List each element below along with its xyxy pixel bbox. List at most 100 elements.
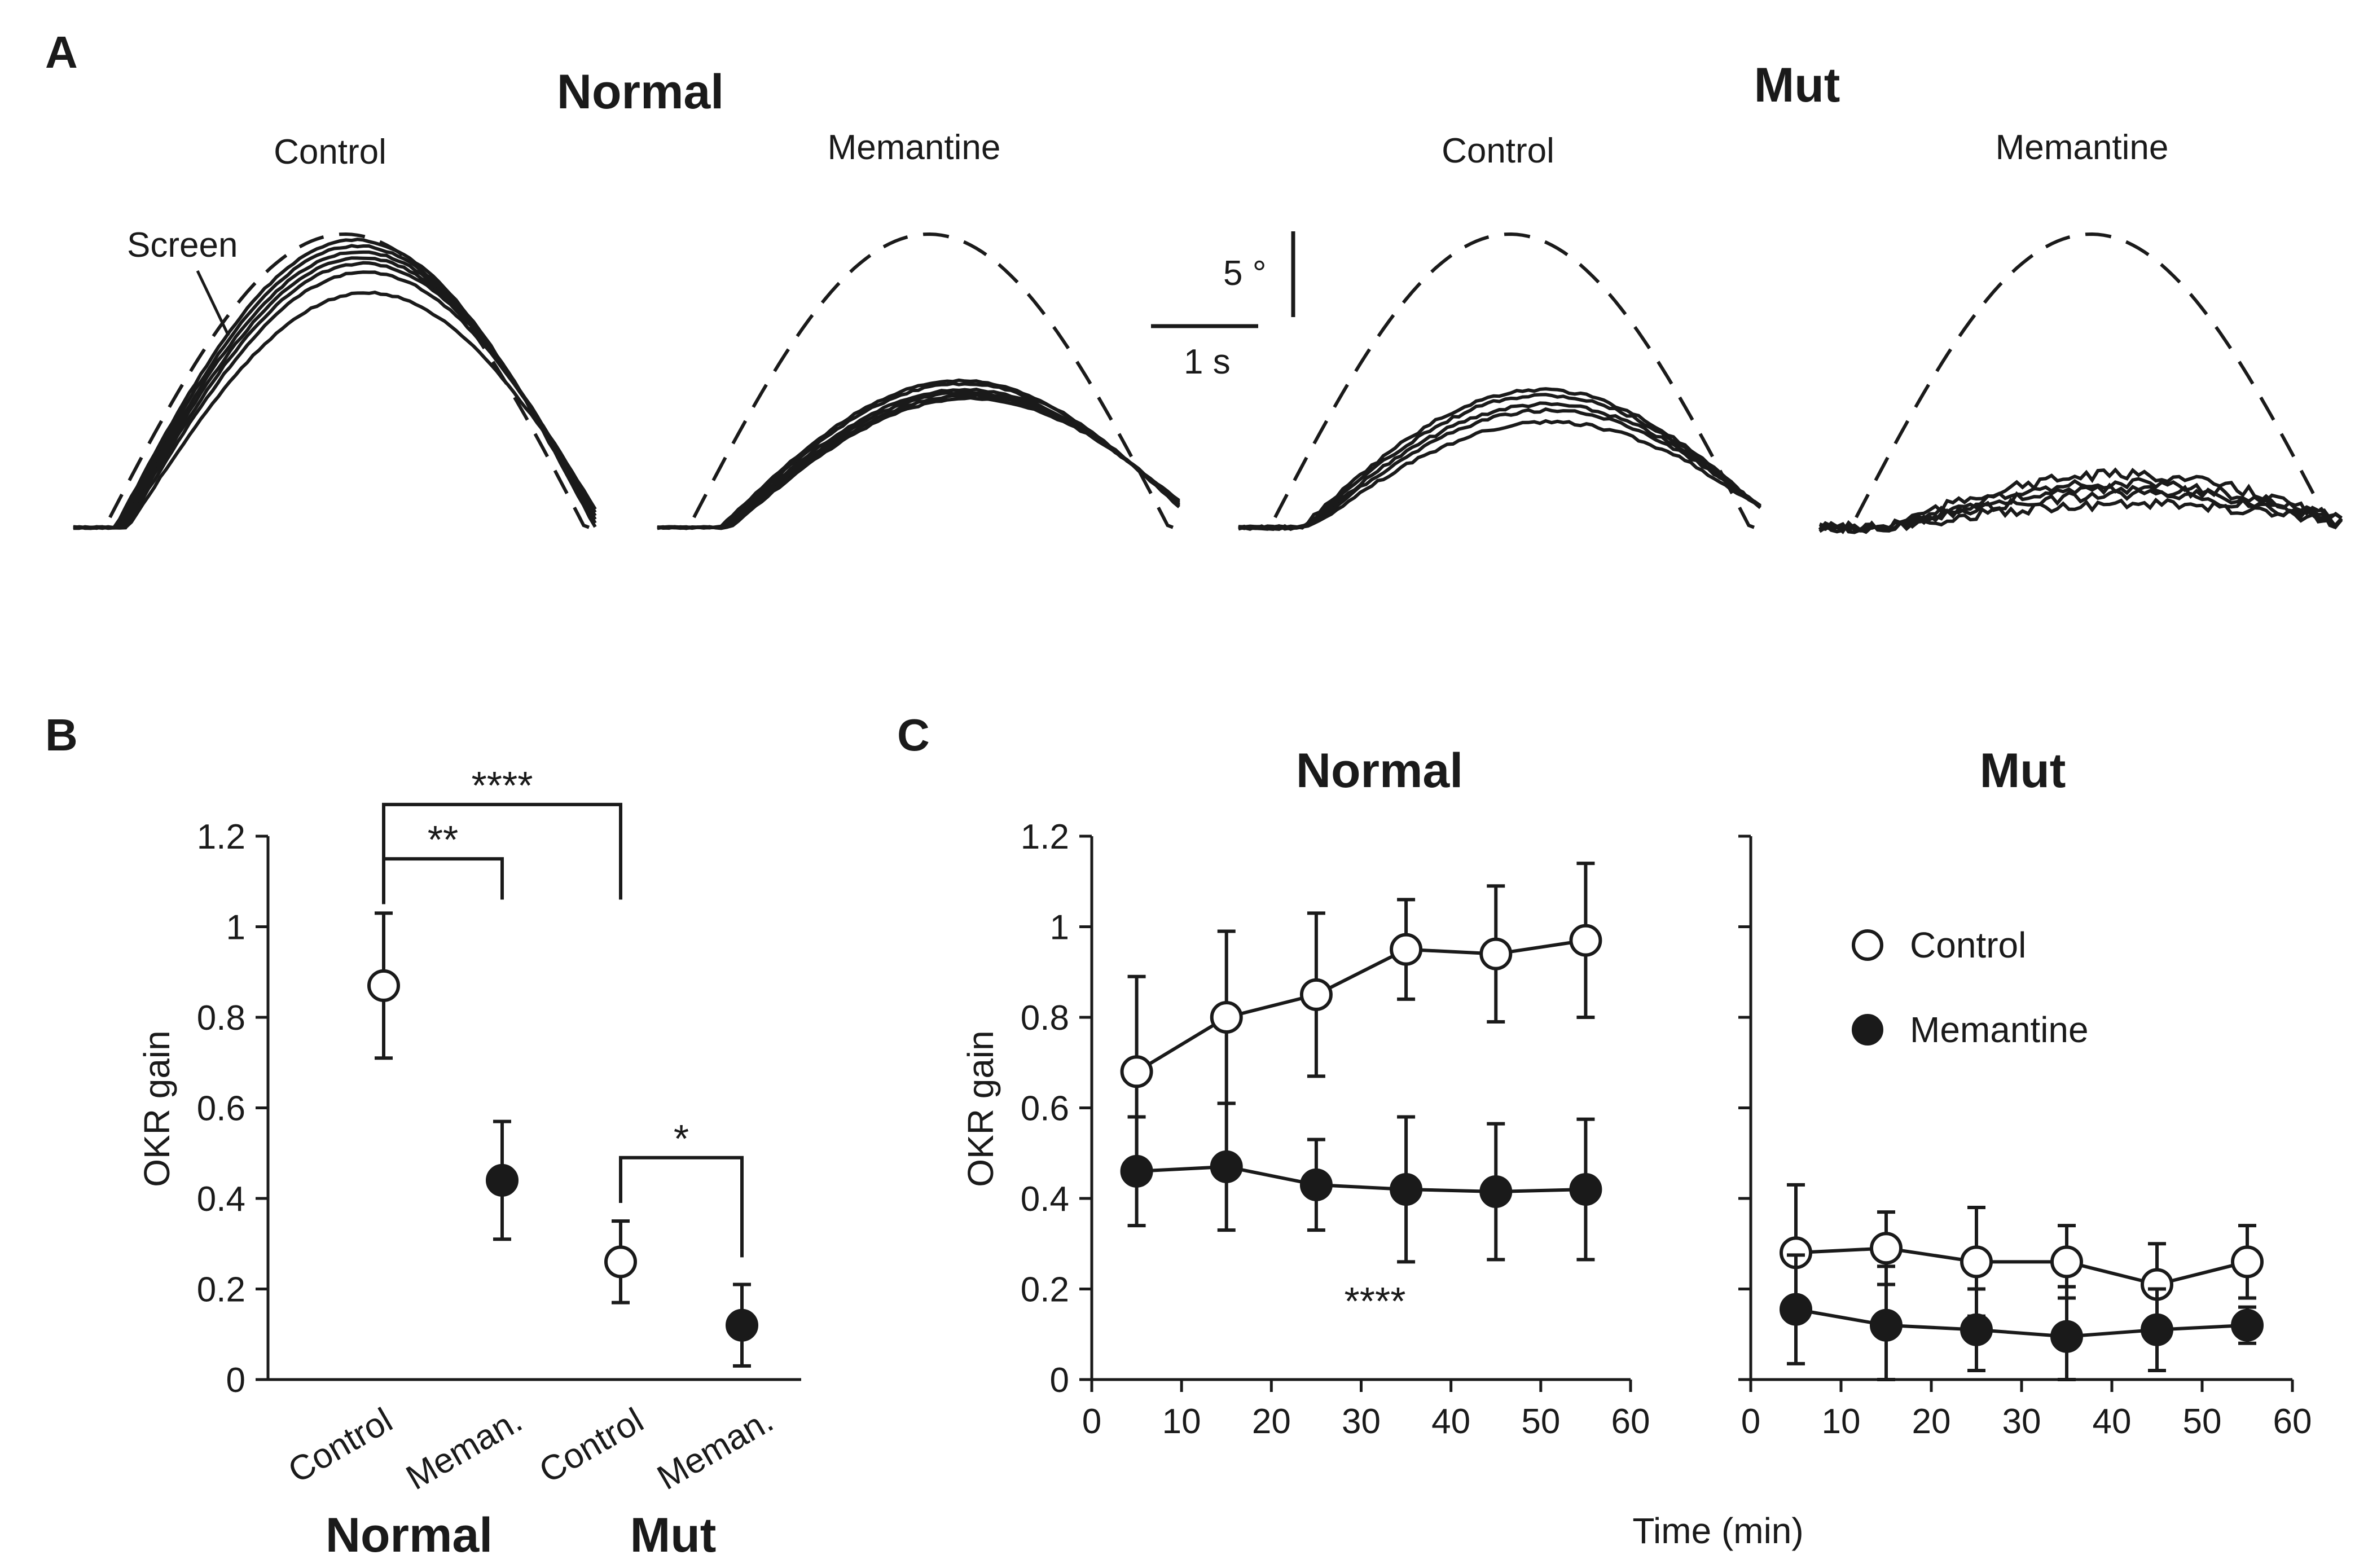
chart-c-normal-point-marker bbox=[1390, 1172, 1423, 1206]
chart-c-mut-xtick-label: 60 bbox=[2273, 1402, 2312, 1441]
eye-trace bbox=[1818, 497, 2343, 533]
chart-b-significance-bracket bbox=[382, 857, 504, 904]
chart-b-point-marker bbox=[367, 969, 400, 1002]
chart-c-normal: Normal 0 0.2 0.4 0.6 0.8 1 1.2 0 10 20 30 40 50 60 OK… bbox=[960, 744, 1650, 1441]
chart-c-normal-series-line bbox=[1136, 1165, 1586, 1193]
eye-trace bbox=[73, 291, 597, 530]
scale-bar-time-label: 1 s bbox=[1184, 342, 1231, 381]
panel-label-b: B bbox=[45, 710, 78, 760]
eye-trace bbox=[1238, 387, 1761, 531]
screen-trace bbox=[1238, 232, 1760, 529]
chart-c-normal-ytick-label: 0.4 bbox=[1021, 1180, 1069, 1219]
chart-b-category-label: Meman. bbox=[400, 1400, 529, 1497]
chart-c-normal-ticks: 0 0.2 0.4 0.6 0.8 1 1.2 0 10 20 30 40 50 60 bbox=[1021, 818, 1650, 1441]
chart-c-normal-point-marker bbox=[1299, 978, 1333, 1011]
chart-c-mut-point-marker bbox=[1960, 1313, 1993, 1346]
screen-label: Screen bbox=[127, 226, 238, 265]
panel-a-subtitle-normal-memantine: Memantine bbox=[828, 128, 1001, 167]
panel-a-title-mut: Mut bbox=[1754, 58, 1840, 112]
chart-c-mut-title: Mut bbox=[1980, 744, 2066, 798]
chart-b-significance-bracket bbox=[619, 1156, 744, 1258]
chart-c-normal-significance: **** bbox=[1345, 1279, 1406, 1323]
chart-c-mut-series-line bbox=[1795, 1307, 2248, 1338]
eye-trace bbox=[657, 390, 1180, 530]
eye-trace bbox=[657, 396, 1180, 530]
chart-c-normal-ytick-label: 1.2 bbox=[1021, 818, 1069, 857]
chart-c-normal-title: Normal bbox=[1296, 744, 1463, 798]
chart-c-normal-point-marker bbox=[1210, 1150, 1243, 1183]
chart-c-normal-point-marker bbox=[1299, 1168, 1333, 1201]
chart-c-normal-point-marker bbox=[1120, 1154, 1153, 1188]
eye-trace bbox=[657, 387, 1180, 530]
chart-b: 00.20.40.60.811.2 ******* OKR gain Contr… bbox=[137, 763, 801, 1562]
chart-c-mut-point-marker bbox=[1870, 1232, 1903, 1265]
chart-c-mut-ticks: 0 10 20 30 40 50 60 bbox=[1738, 834, 2312, 1441]
screen-trace bbox=[73, 232, 595, 529]
chart-c-mut-point-marker bbox=[1870, 1308, 1903, 1342]
chart-c-mut-xtick-label: 50 bbox=[2183, 1402, 2222, 1441]
chart-b-points bbox=[367, 911, 758, 1368]
chart-c-normal-xtick-label: 0 bbox=[1082, 1402, 1101, 1441]
chart-c-mut-xtick-label: 10 bbox=[1822, 1402, 1861, 1441]
chart-c-mut-xtick-label: 30 bbox=[2002, 1402, 2041, 1441]
screen-trace bbox=[1820, 232, 2341, 529]
eye-trace bbox=[73, 270, 597, 530]
chart-c-normal-ylabel: OKR gain bbox=[960, 1030, 1001, 1187]
chart-c-mut-point-marker bbox=[2050, 1245, 2083, 1279]
panel-label-a: A bbox=[45, 27, 78, 77]
chart-b-significance-bracket bbox=[382, 802, 622, 904]
legend-label-control: Control bbox=[1910, 925, 2026, 965]
chart-b-significance-label: **** bbox=[472, 763, 533, 807]
scale-bar-degree-label: 5 ° bbox=[1223, 254, 1267, 293]
chart-b-group-mut: Mut bbox=[630, 1508, 717, 1562]
chart-b-category-label: Control bbox=[533, 1400, 650, 1491]
panel-a-subtitle-mut-control: Control bbox=[1442, 131, 1554, 170]
eye-trace bbox=[1238, 401, 1761, 531]
chart-b-ytick-label: 0.2 bbox=[197, 1271, 245, 1310]
chart-c-normal-point-marker bbox=[1479, 1175, 1513, 1208]
chart-c-legend: Control Memantine bbox=[1852, 925, 2089, 1050]
chart-b-ytick-label: 0 bbox=[226, 1361, 245, 1400]
chart-b-ytick-label: 0.4 bbox=[197, 1180, 245, 1219]
chart-c-normal-ytick-label: 1 bbox=[1050, 908, 1069, 947]
chart-b-point-marker bbox=[604, 1245, 637, 1279]
chart-b-ylabel: OKR gain bbox=[137, 1030, 177, 1187]
screen-trace bbox=[657, 232, 1179, 529]
chart-b-ytick-label: 0.8 bbox=[197, 999, 245, 1038]
chart-c-normal-xtick-label: 60 bbox=[1611, 1402, 1650, 1441]
chart-c-mut-xtick-label: 40 bbox=[2093, 1402, 2132, 1441]
scale-bar: 5 ° 1 s bbox=[1151, 231, 1295, 381]
chart-c-normal-ytick-label: 0.2 bbox=[1021, 1271, 1069, 1310]
chart-c-mut-xtick-label: 0 bbox=[1741, 1402, 1760, 1441]
chart-b-significance-label: ** bbox=[428, 818, 458, 862]
chart-c-mut-point-marker bbox=[2231, 1245, 2264, 1279]
screen-pointer bbox=[196, 270, 230, 337]
chart-c-xlabel: Time (min) bbox=[1632, 1510, 1803, 1551]
panel-a-subtitle-normal-control: Control bbox=[274, 133, 386, 172]
panel-label-c: C bbox=[897, 710, 930, 760]
chart-b-category-label: Meman. bbox=[651, 1400, 780, 1497]
chart-c-normal-xtick-label: 40 bbox=[1431, 1402, 1470, 1441]
chart-c-mut-point-marker bbox=[1960, 1245, 1993, 1279]
chart-c-normal-series-line bbox=[1136, 938, 1586, 1073]
chart-c-mut-point-marker bbox=[2231, 1308, 2264, 1342]
chart-c-normal-xtick-label: 30 bbox=[1342, 1402, 1381, 1441]
chart-c-normal-xtick-label: 10 bbox=[1162, 1402, 1201, 1441]
chart-b-point-marker bbox=[726, 1308, 758, 1342]
chart-c-mut-xtick-label: 20 bbox=[1912, 1402, 1951, 1441]
panel-a-title-normal: Normal bbox=[557, 65, 724, 119]
chart-b-ytick-label: 0.6 bbox=[197, 1090, 245, 1128]
chart-c-normal-ytick-label: 0.6 bbox=[1021, 1090, 1069, 1128]
chart-b-brackets: ******* bbox=[382, 763, 744, 1258]
chart-c-normal-point-marker bbox=[1479, 937, 1513, 970]
panel-a-subtitle-mut-memantine: Memantine bbox=[1996, 128, 2169, 167]
chart-c-normal-series bbox=[1120, 862, 1602, 1264]
chart-b-significance-label: * bbox=[674, 1117, 689, 1161]
chart-b-group-normal: Normal bbox=[326, 1508, 493, 1562]
eye-trace bbox=[1238, 393, 1761, 532]
eye-trace bbox=[73, 261, 597, 530]
chart-b-point-marker bbox=[486, 1163, 519, 1197]
chart-c-normal-xtick-label: 50 bbox=[1521, 1402, 1560, 1441]
chart-c-normal-point-marker bbox=[1569, 924, 1602, 957]
